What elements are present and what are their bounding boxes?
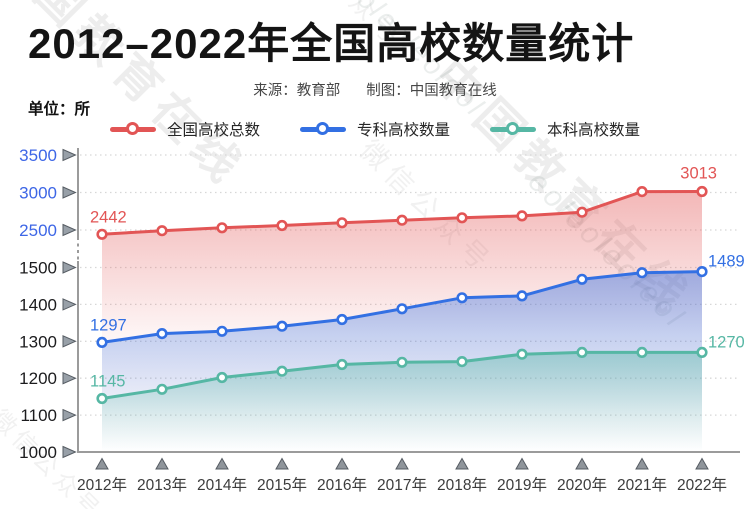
series-point-undergraduate-2012 [96, 392, 108, 405]
y-tick-arrow-icon [62, 148, 77, 162]
y-tick-arrow-icon [62, 261, 77, 274]
x-tick-label-2013: 2013年 [137, 476, 187, 494]
legend-item-undergraduate: 本科高校数量 [490, 118, 640, 140]
x-tick-arrow-icon [275, 457, 289, 470]
legend-item-total: 全国高校总数 [109, 118, 260, 140]
x-tick-arrow-icon [575, 457, 589, 470]
series-point-vocational-2022 [696, 266, 708, 278]
legend-label: 本科高校数量 [547, 122, 641, 139]
series-point-vocational-2021 [636, 267, 648, 279]
x-tick-label-2015: 2015年 [257, 476, 307, 494]
legend-marker-icon [490, 121, 536, 137]
legend-item-vocational: 专科高校数量 [299, 118, 450, 140]
value-label-first-undergraduate: 1145 [90, 373, 125, 391]
y-tick-label-1200: 1200 [19, 369, 57, 388]
y-tick-arrow-icon [62, 371, 77, 385]
y-tick-label-3000: 3000 [19, 184, 57, 203]
series-point-total-2018 [456, 212, 468, 224]
x-tick-label-2020: 2020年 [557, 476, 607, 494]
series-point-undergraduate-2017 [396, 356, 408, 368]
y-tick-label-3500: 3500 [19, 146, 57, 165]
y-tick-arrow-icon [62, 186, 77, 199]
x-tick-arrow-icon [155, 457, 169, 470]
legend-label: 专科高校数量 [356, 122, 450, 139]
series-point-undergraduate-2014 [216, 371, 228, 384]
x-tick-label-2022: 2022年 [677, 476, 727, 494]
y-tick-label-1100: 1100 [20, 406, 57, 425]
series-point-total-2020 [576, 206, 588, 218]
unit-label: 单位：所 [28, 101, 91, 118]
series-point-undergraduate-2016 [336, 358, 348, 371]
series-point-total-2013 [156, 225, 168, 237]
y-tick-arrow-icon [62, 223, 77, 237]
x-tick-label-2012: 2012年 [77, 476, 127, 494]
series-point-vocational-2019 [516, 290, 528, 302]
value-label-first-vocational: 1297 [90, 316, 127, 334]
value-label-last-total: 3013 [680, 165, 717, 183]
series-point-vocational-2015 [276, 320, 288, 332]
x-tick-label-2017: 2017年 [377, 476, 427, 494]
x-tick-label-2014: 2014年 [197, 476, 247, 494]
series-point-vocational-2020 [576, 273, 588, 285]
y-tick-arrow-icon [62, 445, 77, 459]
x-tick-arrow-icon [455, 457, 469, 470]
y-tick-label-1400: 1400 [19, 295, 57, 314]
series-point-total-2017 [396, 214, 408, 226]
y-tick-label-1300: 1300 [19, 332, 57, 351]
y-tick-label-2500: 2500 [19, 221, 57, 240]
series-point-undergraduate-2018 [456, 356, 468, 368]
series-point-undergraduate-2022 [696, 346, 708, 359]
x-tick-label-2018: 2018年 [437, 476, 487, 494]
series-point-vocational-2012 [96, 336, 108, 349]
series-point-vocational-2014 [216, 325, 228, 337]
series-point-undergraduate-2013 [156, 383, 168, 395]
legend-marker-icon [299, 121, 346, 137]
x-tick-label-2016: 2016年 [317, 476, 367, 494]
series-point-total-2021 [636, 186, 648, 198]
credit-label: 制图：中国教育在线 [366, 83, 497, 99]
legend-label: 全国高校总数 [166, 122, 260, 139]
y-tick-arrow-icon [62, 408, 77, 422]
series-area-undergraduate [102, 352, 702, 452]
series-point-undergraduate-2019 [516, 348, 528, 360]
series-point-total-2015 [276, 219, 288, 232]
series-point-total-2019 [516, 210, 528, 222]
y-tick-arrow-icon [62, 335, 77, 348]
source-line: 来源：教育部 制图：中国教育在线 [0, 79, 750, 100]
x-tick-arrow-icon [695, 457, 709, 470]
value-label-last-vocational: 1489 [708, 253, 745, 271]
x-tick-label-2019: 2019年 [497, 476, 547, 494]
x-tick-arrow-icon [635, 457, 649, 470]
x-tick-arrow-icon [215, 457, 229, 470]
series-point-vocational-2016 [336, 313, 348, 326]
value-label-last-undergraduate: 1270 [708, 333, 745, 351]
source-label: 来源：教育部 [253, 83, 341, 99]
series-point-vocational-2013 [156, 328, 168, 340]
x-tick-label-2021: 2021年 [617, 476, 667, 494]
x-tick-arrow-icon [515, 457, 529, 470]
y-tick-label-1000: 1000 [19, 443, 57, 462]
series-point-undergraduate-2020 [576, 346, 588, 359]
page-title: 2012–2022年全国高校数量统计 [28, 20, 635, 67]
x-tick-arrow-icon [335, 457, 349, 470]
series-point-undergraduate-2021 [636, 346, 648, 359]
series-point-total-2012 [96, 228, 108, 240]
series-point-vocational-2017 [396, 303, 408, 315]
series-point-total-2014 [216, 222, 228, 234]
series-point-undergraduate-2015 [276, 365, 288, 377]
series-point-vocational-2018 [456, 292, 468, 304]
series-point-total-2022 [696, 185, 708, 198]
value-label-first-total: 2442 [90, 208, 127, 226]
legend-marker-icon [109, 121, 156, 137]
series-point-total-2016 [336, 217, 348, 229]
x-tick-arrow-icon [395, 457, 409, 470]
y-tick-arrow-icon [62, 298, 77, 311]
chart-legend: 全国高校总数 专科高校数量 本科高校数量 [0, 118, 750, 140]
y-tick-label-1500: 1500 [19, 259, 57, 278]
x-tick-arrow-icon [95, 457, 109, 470]
